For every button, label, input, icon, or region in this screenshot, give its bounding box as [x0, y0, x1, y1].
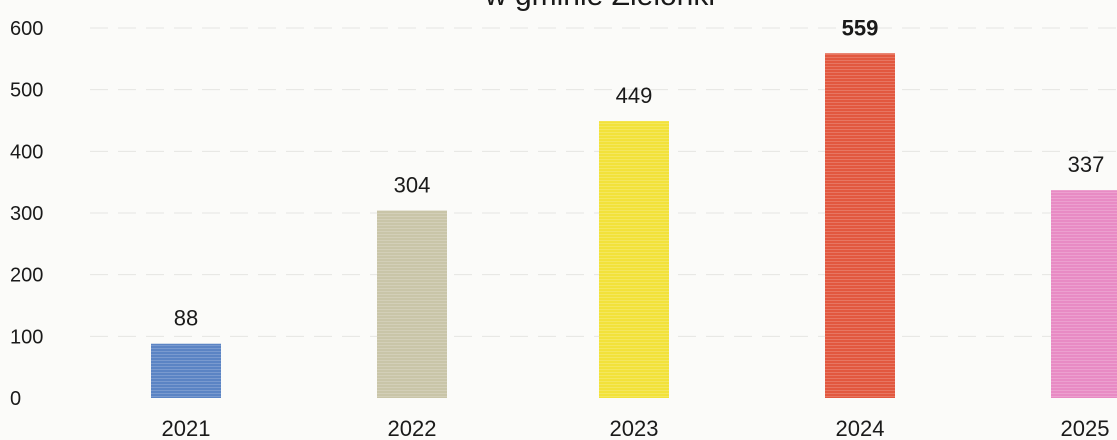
data-label: 88: [174, 306, 198, 331]
bar-texture: [1051, 190, 1117, 398]
bar-texture: [151, 343, 221, 398]
y-tick-label: 0: [10, 388, 21, 410]
data-label: 304: [394, 173, 431, 198]
y-tick-label: 100: [10, 326, 43, 348]
data-label: 449: [616, 83, 653, 108]
bar-texture: [825, 53, 895, 399]
bar-texture: [599, 121, 669, 398]
y-tick-label: 600: [10, 18, 43, 40]
x-tick-label: 2024: [836, 416, 885, 440]
x-tick-label: 2025: [1061, 416, 1110, 440]
x-tick-label: 2022: [388, 416, 437, 440]
bar-texture: [377, 210, 447, 398]
x-tick-label: 2021: [162, 416, 211, 440]
y-tick-label: 300: [10, 203, 43, 225]
data-label: 559: [842, 15, 879, 40]
y-tick-label: 500: [10, 80, 43, 102]
data-label: 337: [1068, 152, 1105, 177]
chart-title: w gminie Zielonki: [484, 0, 715, 12]
y-tick-label: 400: [10, 141, 43, 163]
y-tick-label: 200: [10, 265, 43, 287]
x-tick-label: 2023: [610, 416, 659, 440]
